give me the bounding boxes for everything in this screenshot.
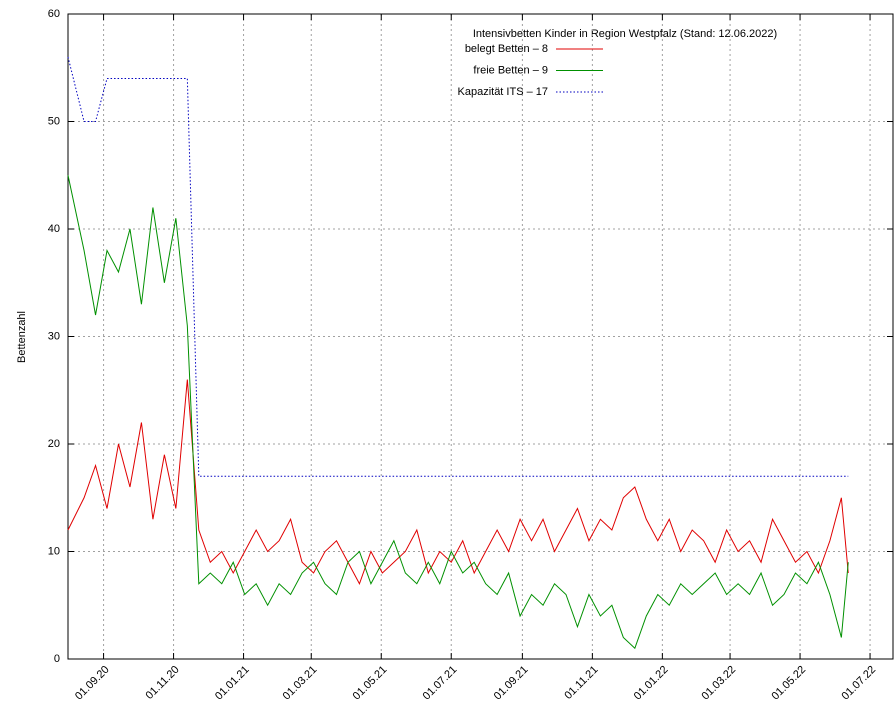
x-tick-label: 01.01.21: [213, 664, 252, 703]
y-tick-label: 50: [48, 115, 60, 127]
x-tick-label: 01.07.22: [839, 664, 878, 703]
series-line: [67, 56, 849, 477]
y-tick-label: 60: [48, 8, 60, 20]
y-tick-label: 40: [48, 223, 60, 235]
legend-title: Intensivbetten Kinder in Region Westpfal…: [473, 28, 777, 40]
legend-label: Kapazität ITS – 17: [458, 86, 549, 98]
x-tick-label: 01.11.21: [562, 664, 600, 702]
series-line: [67, 175, 849, 650]
x-tick-label: 01.11.20: [144, 664, 182, 702]
plot-border: [67, 13, 894, 660]
x-tick-label: 01.01.22: [632, 664, 671, 703]
y-tick-label: 10: [48, 545, 60, 557]
series-line: [67, 379, 849, 585]
legend-label: belegt Betten – 8: [465, 43, 548, 55]
y-axis-label: Bettenzahl: [16, 311, 28, 363]
legend-label: freie Betten – 9: [473, 64, 548, 76]
x-tick-label: 01.05.22: [769, 664, 808, 703]
y-tick-label: 0: [54, 653, 60, 665]
y-tick-label: 20: [48, 438, 60, 450]
x-tick-label: 01.05.21: [351, 664, 390, 703]
x-tick-label: 01.09.21: [492, 664, 531, 703]
x-tick-label: 01.03.21: [281, 664, 320, 703]
x-tick-label: 01.07.21: [421, 664, 460, 703]
x-tick-label: 01.03.22: [699, 664, 738, 703]
x-tick-label: 01.09.20: [73, 664, 112, 703]
y-tick-label: 30: [48, 330, 60, 342]
